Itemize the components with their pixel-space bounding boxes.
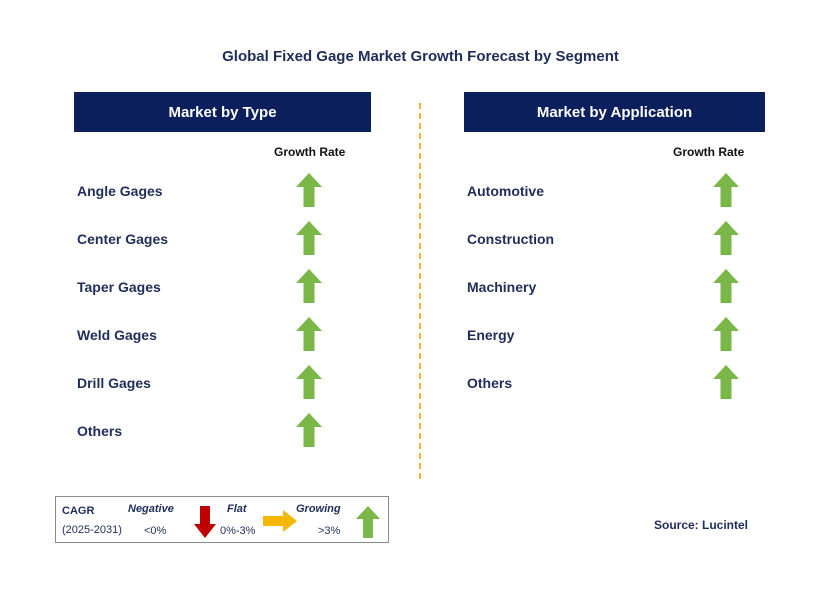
up-arrow-icon xyxy=(356,506,380,538)
segment-label: Others xyxy=(467,375,513,391)
panel-divider xyxy=(419,103,421,479)
cagr-legend: CAGR (2025-2031) Negative <0% Flat 0%-3%… xyxy=(55,496,389,543)
segment-label: Energy xyxy=(467,327,515,343)
legend-growing-label: Growing xyxy=(296,503,341,515)
right-panel-header: Market by Application xyxy=(464,92,765,132)
segment-label: Weld Gages xyxy=(77,327,157,343)
growth-up-arrow-icon xyxy=(296,173,322,207)
legend-negative-label: Negative xyxy=(128,503,174,515)
segment-label: Automotive xyxy=(467,183,544,199)
left-growth-rate-label: Growth Rate xyxy=(274,145,346,159)
down-arrow-icon xyxy=(194,506,216,538)
left-panel-header: Market by Type xyxy=(74,92,371,132)
legend-growing-range: >3% xyxy=(318,525,341,537)
segment-label: Construction xyxy=(467,231,555,247)
growth-up-arrow-icon xyxy=(296,221,322,255)
chart-title: Global Fixed Gage Market Growth Forecast… xyxy=(222,48,619,65)
segment-label: Others xyxy=(77,423,123,439)
legend-cagr-label: CAGR xyxy=(62,505,95,517)
growth-up-arrow-icon xyxy=(713,221,739,255)
right-arrow-icon xyxy=(263,510,297,532)
segment-label: Drill Gages xyxy=(77,375,151,391)
legend-flat-label: Flat xyxy=(227,503,247,515)
growth-up-arrow-icon xyxy=(713,173,739,207)
right-growth-rate-label: Growth Rate xyxy=(673,145,745,159)
growth-up-arrow-icon xyxy=(296,269,322,303)
legend-flat-range: 0%-3% xyxy=(220,525,256,537)
legend-period-label: (2025-2031) xyxy=(62,524,122,536)
source-label: Source: Lucintel xyxy=(654,518,749,532)
growth-up-arrow-icon xyxy=(713,269,739,303)
segment-label: Angle Gages xyxy=(77,183,163,199)
growth-up-arrow-icon xyxy=(296,317,322,351)
segment-label: Center Gages xyxy=(77,231,169,247)
growth-up-arrow-icon xyxy=(296,365,322,399)
segment-label: Machinery xyxy=(467,279,537,295)
segment-label: Taper Gages xyxy=(77,279,161,295)
legend-negative-range: <0% xyxy=(144,525,167,537)
growth-up-arrow-icon xyxy=(713,317,739,351)
growth-up-arrow-icon xyxy=(296,413,322,447)
growth-up-arrow-icon xyxy=(713,365,739,399)
